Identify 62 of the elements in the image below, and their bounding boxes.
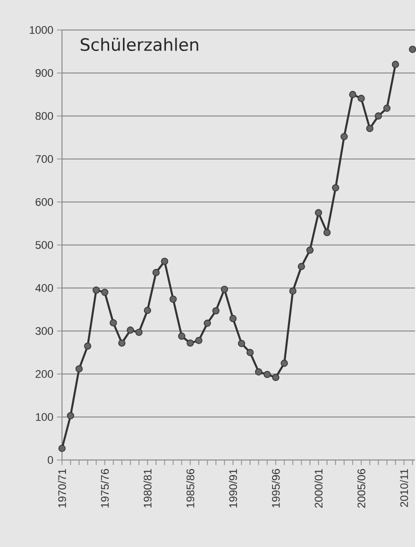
point [358,94,365,102]
point [204,320,212,327]
point [289,287,297,295]
point [58,444,66,452]
point [349,90,356,98]
point [298,262,306,270]
y-tick-label: 800 [36,112,54,120]
x-tick-label: 1975/76 [100,469,109,508]
point [67,412,74,420]
y-tick-label: 1000 [30,26,54,34]
point [392,60,400,68]
x-tick-label: 2005/06 [357,469,366,508]
point [238,340,246,348]
point [161,258,168,265]
y-tick-label: 100 [36,413,54,421]
point [229,314,237,322]
y-tick-label: 500 [36,241,54,249]
point [314,209,322,216]
point [152,268,160,276]
x-tick-label: 2010/11 [400,469,408,507]
y-tick-label: 600 [36,198,54,206]
point [135,328,143,336]
point [170,296,177,303]
point [178,332,186,340]
point [84,342,92,350]
point [409,46,416,53]
y-tick-label: 400 [35,284,54,292]
x-tick-label: 1995/96 [272,469,280,508]
y-tick-label: 900 [36,69,54,77]
point [144,306,152,314]
point [246,348,254,356]
y-tick-label: 0 [48,456,54,464]
chart-title: Schülerzahlen [80,38,198,51]
point [212,307,220,314]
point [101,288,108,296]
y-tick-label: 200 [36,370,54,378]
x-tick-label: 1970/71 [58,469,66,508]
point [255,368,262,376]
y-tick-label: 300 [36,327,54,335]
point [220,286,228,293]
x-tick-label: 1980/81 [144,469,152,508]
point [186,339,194,347]
point [280,360,288,367]
x-tick-label: 1985/86 [186,469,194,508]
point [118,339,126,347]
point [324,228,331,236]
point [272,374,280,382]
point [126,326,134,334]
point [374,112,382,120]
point [76,365,83,372]
x-tick-label: 2000/01 [314,469,323,508]
point [332,184,340,192]
point [383,104,391,112]
point [195,336,202,344]
point [340,133,348,140]
x-tick-label: 1990/91 [229,469,238,508]
point [92,286,100,294]
point [264,370,271,378]
point [366,124,374,132]
y-tick-label: 700 [36,155,54,163]
point [306,246,314,254]
point [110,319,117,326]
